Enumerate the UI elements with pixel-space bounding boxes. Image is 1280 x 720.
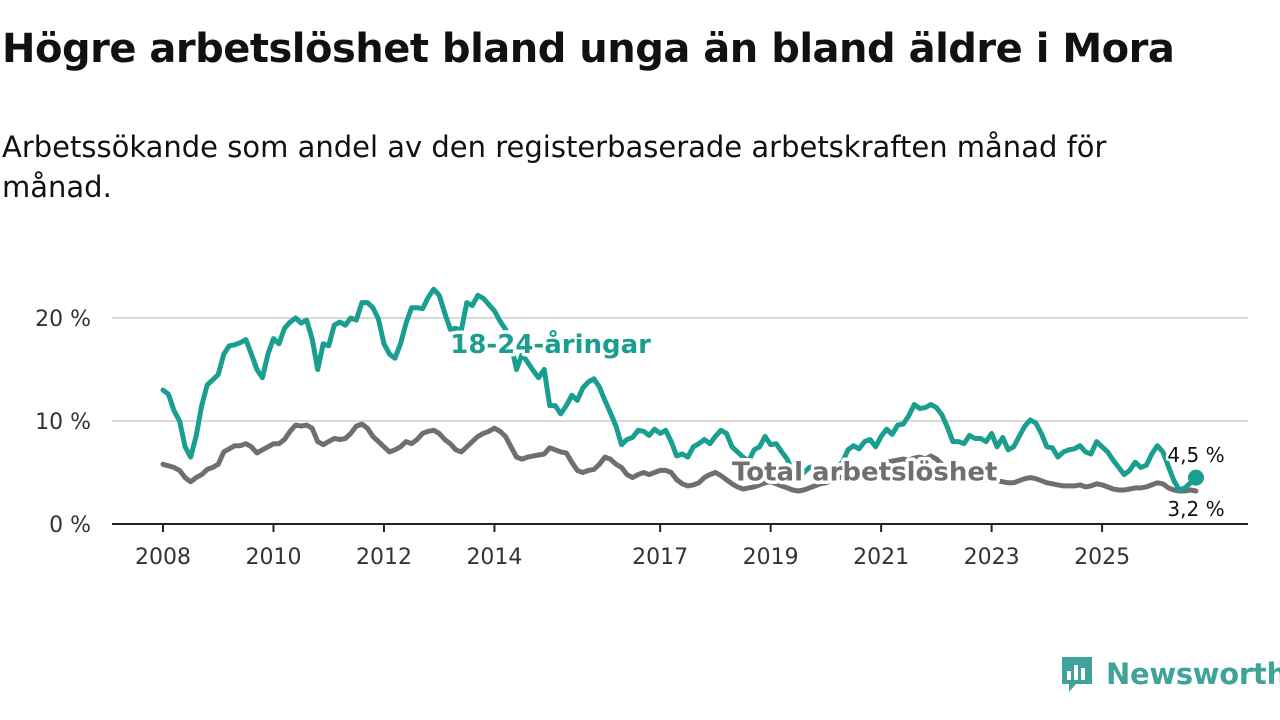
chart-subtitle: Arbetssökande som andel av den registerb… xyxy=(2,130,1107,204)
y-tick-label: 10 % xyxy=(35,410,91,435)
brand-name: Newsworthy xyxy=(1106,657,1280,691)
x-tick-label: 2008 xyxy=(135,545,191,570)
x-tick-label: 2019 xyxy=(743,545,799,570)
series-lines xyxy=(160,286,1199,494)
newsworthy-logo-icon xyxy=(1062,657,1092,692)
total-end-value-label: 3,2 % xyxy=(1167,497,1224,521)
youth-end-value-label: 4,5 % xyxy=(1167,443,1224,467)
x-tick-label: 2010 xyxy=(245,545,301,570)
axes: 0 % 10 % 20 % 2008 2010 2012 2014 2017 2019 2021 2… xyxy=(35,307,1248,570)
youth-unemployment-line xyxy=(160,286,1199,493)
brand[interactable]: Newsworthy xyxy=(1060,654,1280,694)
x-tick-label: 2025 xyxy=(1074,545,1130,570)
total-unemployment-line xyxy=(160,421,1199,494)
youth-series-label: 18-24-åringar xyxy=(450,328,651,360)
end-label-halo: 4,5 % xyxy=(1167,443,1224,467)
y-tick-label: 0 % xyxy=(49,513,91,538)
x-tick-label: 2012 xyxy=(356,545,412,570)
series-label-halo: Total arbetslöshet xyxy=(732,458,997,488)
x-tick-label: 2023 xyxy=(964,545,1020,570)
gridlines xyxy=(112,317,1248,422)
y-tick-label: 20 % xyxy=(35,307,91,332)
chart-title: Högre arbetslöshet bland unga än bland ä… xyxy=(2,26,1175,72)
x-tick-label: 2021 xyxy=(853,545,909,570)
end-label-halo: 3,2 % xyxy=(1167,497,1224,521)
x-tick-label: 2017 xyxy=(632,545,688,570)
x-tick-label: 2014 xyxy=(466,545,522,570)
youth-end-point xyxy=(1188,469,1204,486)
total-series-label: Total arbetslöshet xyxy=(732,458,997,488)
series-label-halo: 18-24-åringar xyxy=(450,328,651,360)
